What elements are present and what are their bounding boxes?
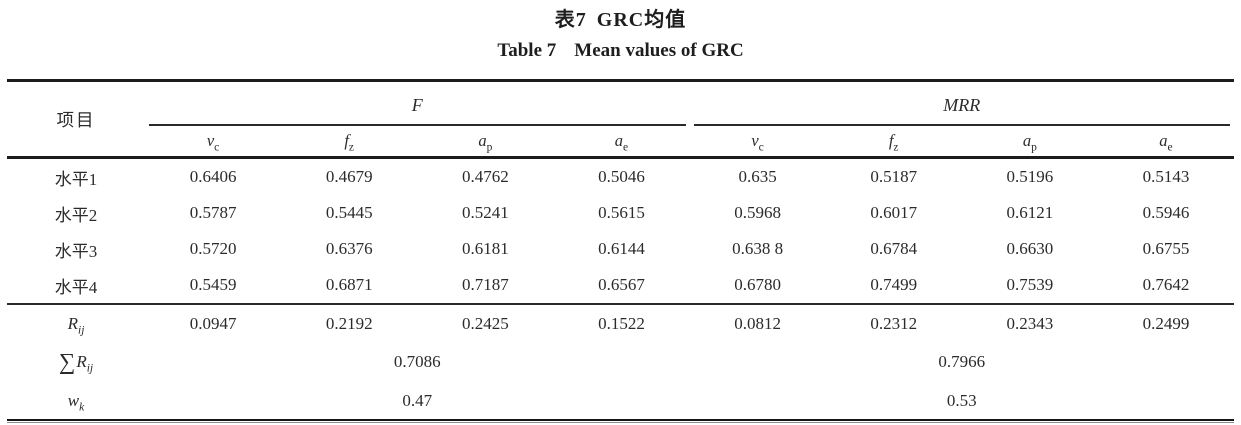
group-underline-mrr — [693, 124, 1231, 126]
table-cell: 0.2499 — [1142, 313, 1190, 333]
table-cell: 0.7187 — [417, 267, 554, 305]
merged-cell-f: 0.7086 — [393, 352, 441, 371]
merged-cell-mrr: 0.7966 — [938, 352, 986, 371]
table-caption-zh: GRC均值 — [596, 9, 687, 31]
column-header-fz-mrr: fz — [825, 126, 962, 159]
row-label: 水平4 — [7, 267, 145, 305]
merged-cell-mrr: 0.53 — [689, 382, 1235, 421]
level-row-4: 水平4 0.5459 0.6871 0.7187 0.6567 0.6780 0.7499 0… — [7, 267, 1235, 305]
table-cell: 0.6121 — [1006, 203, 1054, 222]
group-header-row: 项目 F MRR — [7, 80, 1235, 159]
table-cell: 0.5720 — [189, 239, 237, 258]
table-cell: 0.2343 — [1006, 313, 1054, 333]
level-row-2: 水平2 0.5787 0.5445 0.5241 0.5615 0.5968 0.6017 0… — [7, 195, 1234, 231]
table-cell: 0.6181 — [461, 239, 509, 258]
table-cell: 0.6780 — [689, 267, 826, 305]
column-header-ap-f: ap — [417, 126, 554, 159]
table-number-zh: 表7 — [554, 9, 587, 31]
sum-rij-row: ∑Rij 0.7086 0.7966 — [7, 342, 1234, 382]
row-label-wk: wk — [7, 382, 145, 421]
sub-header-row: vc fz ap ae vc fz ap ae — [7, 126, 1235, 159]
table-cell: 0.5946 — [1142, 203, 1190, 222]
table-cell: 0.1522 — [598, 313, 645, 333]
column-header-item: 项目 — [7, 80, 145, 159]
row-label: 水平1 — [54, 169, 98, 189]
grc-mean-values-table: 项目 F MRR vc fz ap ae vc fz ap ae — [7, 79, 1235, 421]
table-cell: 0.5787 — [189, 203, 237, 222]
table-cell: 0.6784 — [870, 239, 918, 258]
rij-row: Rij 0.0947 0.2192 0.2425 0.1522 0.0812 0.2312 0… — [7, 304, 1234, 342]
table-cell: 0.2192 — [325, 313, 373, 333]
table-cell: 0.0947 — [189, 313, 237, 333]
table-cell: 0.5196 — [1006, 167, 1054, 186]
table-cell: 0.7539 — [961, 267, 1098, 305]
merged-cell-f: 0.47 — [145, 382, 690, 421]
bottom-rule-shadow — [7, 422, 1234, 423]
column-header-ap-mrr: ap — [961, 126, 1098, 159]
table-number-en: Table 7 — [497, 40, 557, 61]
table-title-english: Table 7 Mean values of GRC — [0, 39, 1241, 63]
table-cell: 0.5459 — [145, 267, 282, 305]
table-cell: 0.6567 — [553, 267, 690, 305]
table-cell: 0.7642 — [1097, 267, 1235, 305]
table-cell: 0.635 — [738, 167, 777, 186]
column-header-vc-f: vc — [145, 126, 282, 159]
table-cell: 0.5241 — [461, 203, 509, 222]
column-group-f: F — [145, 81, 690, 126]
table-cell: 0.6755 — [1142, 239, 1190, 258]
table-cell: 0.5187 — [870, 167, 918, 186]
table-cell: 0.5143 — [1142, 167, 1190, 186]
table-cell: 0.4762 — [461, 167, 509, 186]
table-cell: 0.0812 — [734, 313, 781, 333]
table-cell: 0.6144 — [598, 239, 645, 258]
table-cell: 0.4679 — [325, 167, 373, 186]
column-header-ae-f: ae — [553, 126, 690, 159]
table-cell: 0.6017 — [870, 203, 918, 222]
column-header-ae-mrr: ae — [1097, 126, 1235, 159]
table-cell: 0.2425 — [461, 313, 509, 333]
row-label-rij: Rij — [67, 313, 85, 336]
wk-row: wk 0.47 0.53 — [7, 382, 1235, 421]
table-cell: 0.6406 — [189, 167, 237, 186]
table-title-chinese: 表7 GRC均值 — [0, 0, 1241, 33]
column-header-fz-f: fz — [281, 126, 418, 159]
table-cell: 0.638 8 — [732, 239, 784, 258]
group-label-f: F — [411, 95, 423, 115]
row-label-sum-rij: ∑Rij — [58, 349, 94, 375]
table-cell: 0.5968 — [734, 203, 781, 222]
row-label: 水平3 — [54, 241, 98, 261]
table-cell: 0.6630 — [1006, 239, 1054, 258]
group-underline-f — [149, 124, 686, 126]
group-label-mrr: MRR — [943, 95, 981, 115]
level-row-1: 水平1 0.6406 0.4679 0.4762 0.5046 0.635 0.5187 0.… — [7, 158, 1234, 196]
table-cell: 0.7499 — [825, 267, 962, 305]
level-row-3: 水平3 0.5720 0.6376 0.6181 0.6144 0.638 8 0.6784… — [7, 231, 1234, 267]
column-header-vc-mrr: vc — [689, 126, 826, 159]
table-cell: 0.6376 — [325, 239, 373, 258]
table-cell: 0.2312 — [870, 313, 918, 333]
table-cell: 0.6871 — [281, 267, 418, 305]
table-cell: 0.5615 — [598, 203, 645, 222]
table-caption-en: Mean values of GRC — [574, 40, 744, 61]
column-group-mrr: MRR — [690, 81, 1235, 126]
row-label: 水平2 — [54, 205, 98, 225]
table-cell: 0.5046 — [598, 167, 645, 186]
table-cell: 0.5445 — [325, 203, 373, 222]
